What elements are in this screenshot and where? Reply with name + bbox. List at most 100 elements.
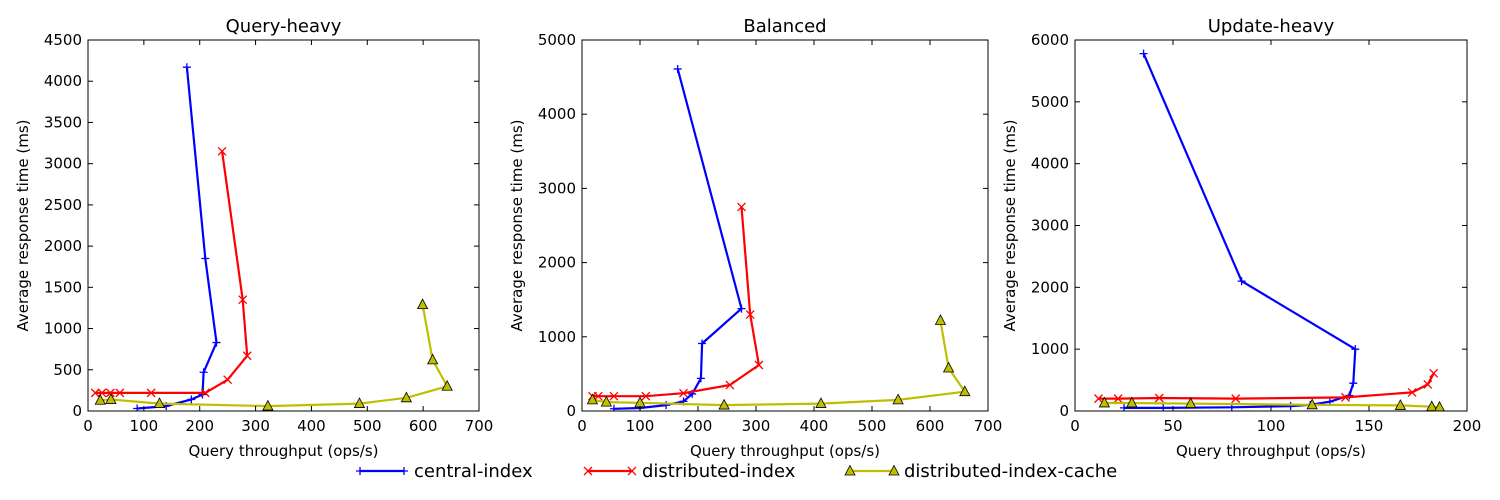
- y-tick-label: 5000: [1031, 93, 1069, 111]
- y-tick-label: 2000: [44, 237, 82, 255]
- data-point-distributed-index-cache: [1306, 398, 1318, 410]
- y-tick-label: 3000: [44, 155, 82, 173]
- legend-marker: [888, 464, 900, 476]
- data-point-central-index: [187, 395, 196, 404]
- x-axis-label: Query throughput (ops/s): [188, 442, 378, 460]
- x-tick-label: 500: [353, 417, 382, 435]
- data-point-distributed-index: [641, 391, 651, 401]
- legend-marker: [400, 467, 408, 475]
- data-point-distributed-index-cache: [934, 314, 947, 325]
- data-point-central-index: [662, 401, 671, 410]
- data-point-distributed-index-cache: [262, 399, 274, 411]
- data-point-distributed-index-cache: [441, 379, 453, 391]
- y-tick-label: 2500: [44, 196, 82, 214]
- data-point-distributed-index-cache: [600, 395, 613, 407]
- x-tick-label: 0: [577, 417, 587, 435]
- legend-label: distributed-index: [642, 461, 796, 482]
- axes-frame: [87, 39, 480, 412]
- y-tick-label: 2000: [1031, 278, 1069, 296]
- y-tick-label: 3000: [538, 179, 576, 197]
- y-tick-label: 4000: [44, 72, 82, 90]
- legend-marker: [844, 464, 856, 476]
- y-tick-label: 1000: [538, 328, 576, 346]
- data-point-distributed-index: [679, 388, 688, 398]
- data-point-central-index: [212, 338, 221, 347]
- legend-label: central-index: [414, 461, 533, 482]
- data-point-central-index: [1237, 277, 1246, 286]
- data-point-distributed-index-cache: [892, 393, 904, 405]
- legend-entry-central-index: central-index: [356, 461, 533, 482]
- x-tick-label: 300: [241, 417, 270, 435]
- data-point-distributed-index-cache: [586, 393, 599, 405]
- data-point-distributed-index: [97, 388, 107, 398]
- y-tick-label: 2000: [538, 254, 576, 272]
- x-axis-label: Query throughput (ops/s): [1176, 442, 1366, 460]
- data-point-central-index: [133, 404, 142, 411]
- data-point-distributed-index: [238, 295, 248, 305]
- y-tick-label: 1500: [44, 278, 82, 296]
- subplot-title: Update-heavy: [1208, 16, 1335, 37]
- y-tick-label: 4500: [44, 31, 82, 49]
- data-point-central-index: [1286, 402, 1295, 411]
- y-axis-label: Average response time (ms): [1001, 119, 1019, 331]
- y-tick-label: 3000: [1031, 217, 1069, 235]
- y-tick-label: 4000: [538, 105, 576, 123]
- plot-area: [90, 63, 453, 411]
- data-point-distributed-index: [1154, 393, 1164, 403]
- series-line-distributed-index-cache: [592, 320, 966, 407]
- y-tick-label: 0: [566, 402, 576, 420]
- data-point-distributed-index-cache: [94, 393, 106, 405]
- data-point-central-index: [698, 339, 707, 348]
- data-point-central-index: [1351, 345, 1360, 354]
- data-point-distributed-index: [90, 388, 100, 398]
- legend-label: distributed-index-cache: [904, 461, 1117, 482]
- data-point-distributed-index: [200, 388, 210, 398]
- y-tick-label: 5000: [538, 31, 576, 49]
- x-tick-label: 300: [742, 417, 771, 435]
- legend-marker: [627, 466, 637, 476]
- series-line-distributed-index: [1098, 372, 1435, 400]
- series-line-distributed-index: [95, 151, 249, 394]
- y-tick-label: 4000: [1031, 155, 1069, 173]
- data-point-distributed-index-cache: [1184, 397, 1197, 408]
- x-tick-label: 700: [974, 417, 1003, 435]
- series-line-central-index: [137, 67, 218, 410]
- data-point-distributed-index-cache: [400, 391, 413, 403]
- y-tick-label: 1000: [44, 320, 82, 338]
- x-tick-label: 100: [130, 417, 159, 435]
- axes-frame: [1074, 39, 1468, 412]
- subplot-2: 0 100 200 300 400 500 600 700 0 1000 2000 3000 4000 5…: [508, 16, 1002, 460]
- axes-frame: [581, 39, 989, 412]
- y-tick-label: 0: [1059, 402, 1069, 420]
- data-point-distributed-index: [217, 146, 227, 156]
- data-point-distributed-index: [1113, 394, 1123, 404]
- data-point-distributed-index: [593, 391, 603, 401]
- data-point-distributed-index: [1231, 394, 1241, 404]
- y-tick-label: 0: [72, 402, 82, 420]
- y-tick-label: 500: [53, 361, 82, 379]
- x-tick-label: 500: [858, 417, 887, 435]
- data-point-central-index: [199, 368, 208, 377]
- x-tick-label: 200: [185, 417, 214, 435]
- legend: central-index distributed-index distribute…: [356, 461, 1117, 482]
- legend-marker: [583, 466, 593, 476]
- series-line-central-index: [1124, 53, 1357, 409]
- data-point-central-index: [609, 404, 618, 411]
- data-point-distributed-index: [1423, 379, 1433, 389]
- data-point-distributed-index: [737, 202, 746, 212]
- x-tick-label: 600: [916, 417, 945, 435]
- x-tick-label: 600: [409, 417, 438, 435]
- plot-area: [586, 64, 971, 411]
- subplot-title: Balanced: [743, 16, 826, 37]
- x-tick-label: 200: [1453, 417, 1482, 435]
- data-point-distributed-index-cache: [815, 397, 827, 408]
- x-tick-label: 150: [1355, 417, 1384, 435]
- data-point-distributed-index-cache: [1098, 396, 1111, 408]
- legend-marker: [356, 467, 364, 475]
- data-point-distributed-index: [609, 391, 619, 401]
- x-tick-label: 700: [465, 417, 494, 435]
- data-point-distributed-index-cache: [718, 398, 730, 410]
- data-point-central-index: [1349, 379, 1358, 388]
- data-point-distributed-index: [1429, 368, 1439, 378]
